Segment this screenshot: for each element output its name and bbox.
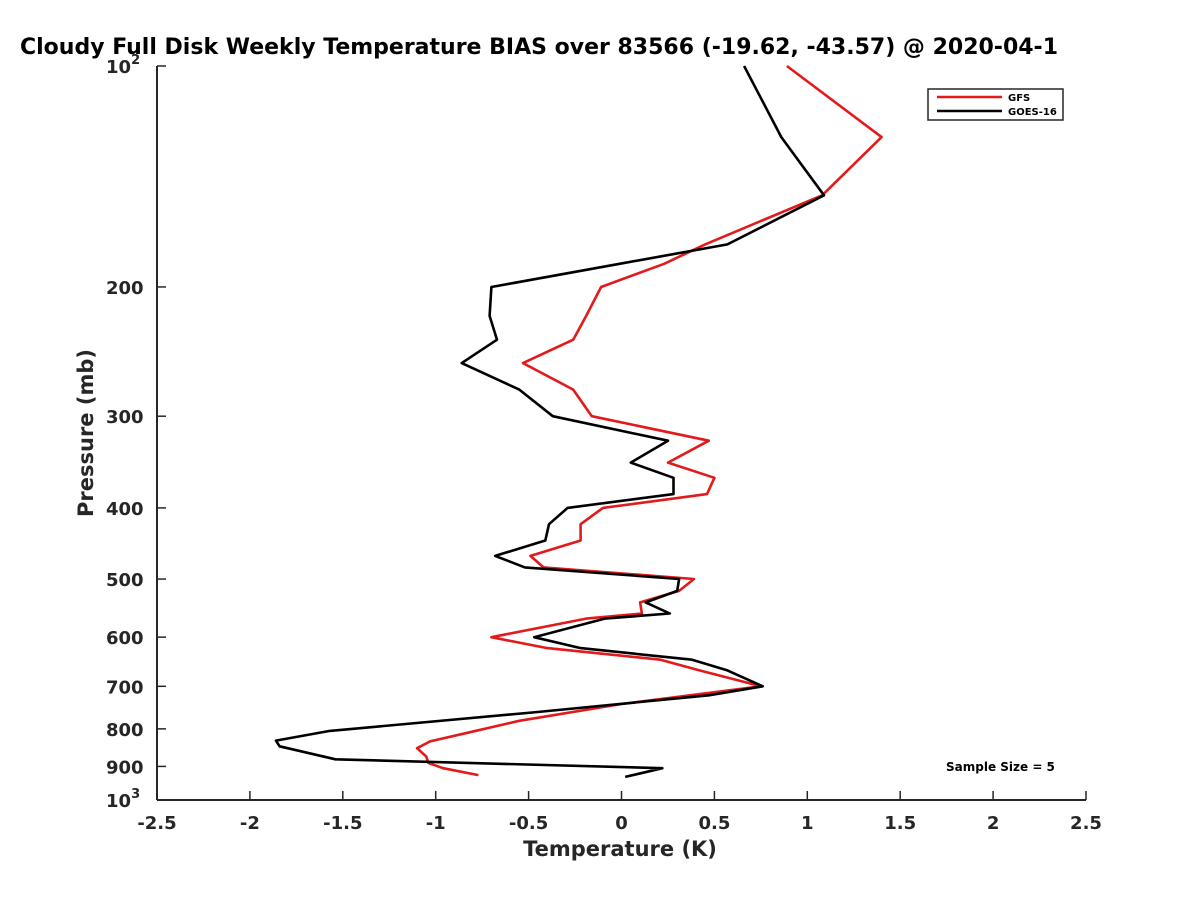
sample-size-annotation: Sample Size = 5 (946, 760, 1055, 774)
x-axis-ticks: -2.5 -2 -1.5 -1 -0.5 0 0.5 1 1.5 2 2.5 (137, 791, 1102, 834)
x-axis-label: Temperature (K) (523, 837, 717, 861)
legend-label-goes16: GOES-16 (1008, 107, 1057, 118)
y-tick-base: 900 (106, 757, 144, 778)
y-tick-label: 600 (106, 628, 144, 649)
x-tick-label: 2 (987, 813, 1000, 834)
y-tick-label: 103 (106, 787, 140, 812)
x-tick-label: -0.5 (509, 813, 548, 834)
y-tick-base: 200 (106, 278, 144, 299)
legend: GFS GOES-16 (927, 88, 1064, 121)
x-tick-label: -2 (240, 813, 260, 834)
x-tick-label: 0 (615, 813, 628, 834)
legend-box (927, 88, 1064, 121)
plot-axes (156, 66, 1086, 801)
x-tick-label: 0.5 (698, 813, 730, 834)
series-line-goes-16 (274, 65, 826, 779)
x-tick-label: 2.5 (1070, 813, 1102, 834)
x-tick-label: 1 (801, 813, 814, 834)
x-tick-label: 1.5 (884, 813, 916, 834)
y-tick-exponent: 3 (131, 787, 140, 802)
legend-label-gfs: GFS (1008, 93, 1030, 104)
y-tick-base: 10 (106, 791, 131, 812)
y-tick-base: 700 (106, 677, 144, 698)
y-tick-label: 900 (106, 757, 144, 778)
y-tick-base: 400 (106, 499, 144, 520)
y-tick-base: 500 (106, 570, 144, 591)
y-axis-label: Pressure (mb) (74, 349, 98, 517)
series-lines (274, 64, 883, 779)
x-tick-label: -2.5 (137, 813, 176, 834)
y-tick-label: 700 (106, 677, 144, 698)
y-tick-base: 800 (106, 720, 144, 741)
y-tick-label: 200 (106, 278, 144, 299)
y-tick-label: 400 (106, 499, 144, 520)
y-tick-label: 102 (106, 53, 140, 78)
x-tick-label: -1.5 (323, 813, 362, 834)
y-tick-base: 300 (106, 407, 144, 428)
chart-title: Cloudy Full Disk Weekly Temperature BIAS… (20, 35, 1058, 60)
y-tick-label: 800 (106, 720, 144, 741)
y-tick-label: 300 (106, 407, 144, 428)
x-tick-label: -1 (426, 813, 446, 834)
series-line-gfs (415, 64, 883, 777)
y-tick-base: 10 (106, 57, 131, 78)
y-tick-label: 500 (106, 570, 144, 591)
y-tick-exponent: 2 (131, 53, 140, 68)
y-tick-base: 600 (106, 628, 144, 649)
